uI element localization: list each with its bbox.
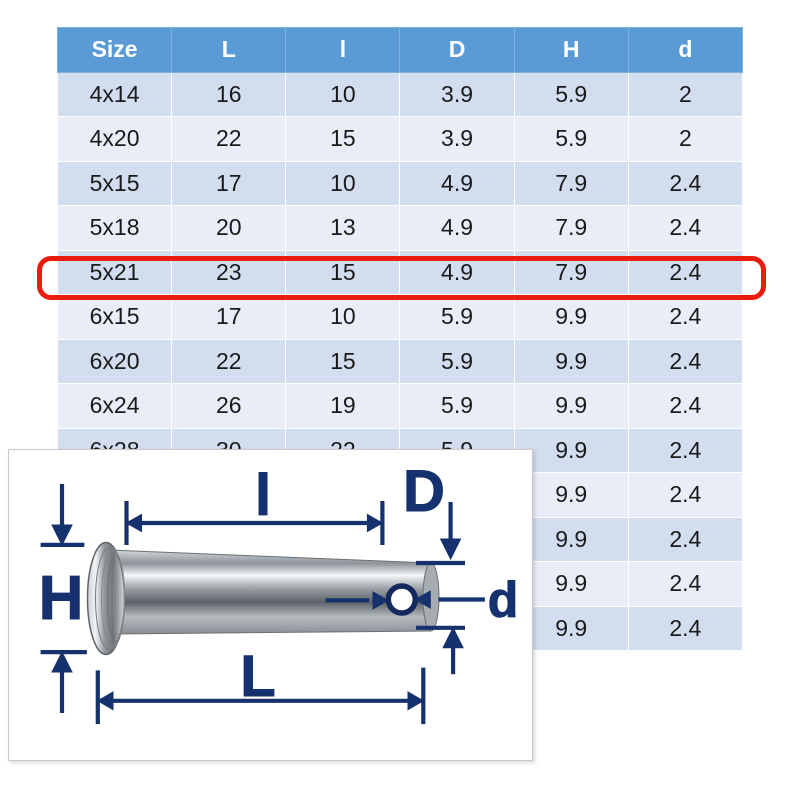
svg-text:D: D (403, 459, 445, 524)
svg-text:d: d (488, 572, 519, 628)
svg-text:H: H (39, 564, 84, 633)
svg-text:l: l (255, 463, 271, 528)
svg-text:L: L (240, 644, 275, 709)
